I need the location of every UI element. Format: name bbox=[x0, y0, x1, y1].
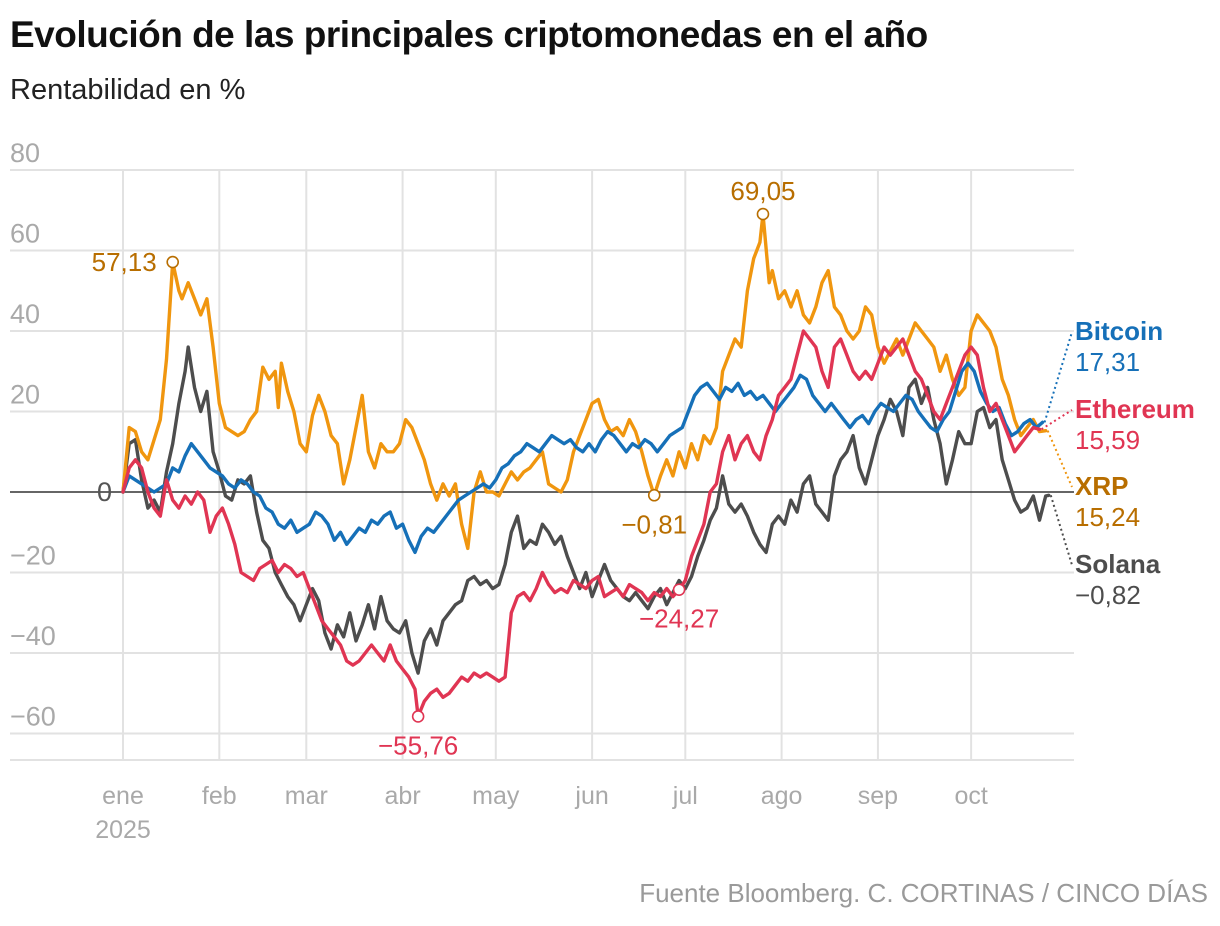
leader-line-bitcoin bbox=[1043, 331, 1073, 423]
x-tick-label-oct: oct bbox=[954, 782, 987, 810]
series-name-ethereum: Ethereum bbox=[1075, 394, 1195, 424]
chart-subtitle: Rentabilidad en % bbox=[10, 74, 246, 106]
y-tick-label: 40 bbox=[10, 299, 40, 329]
y-tick-label: −40 bbox=[10, 621, 56, 651]
x-tick-label-feb: feb bbox=[202, 782, 237, 810]
series-end-value-bitcoin: 17,31 bbox=[1075, 347, 1140, 377]
annotation-label: 69,05 bbox=[730, 176, 795, 206]
axes: ene 2025 feb mar abr may jun jul ago sep oct 80 60 40… bbox=[10, 138, 1074, 844]
series-name-solana: Solana bbox=[1075, 549, 1161, 579]
leader-line-xrp bbox=[1046, 430, 1073, 488]
series-lines bbox=[121, 212, 1051, 719]
annotations: 57,13 69,05 −0,81 −55,76 −24,27 bbox=[92, 176, 796, 760]
source-credit: Fuente Bloomberg. C. CORTINAS / CINCO DÍ… bbox=[639, 878, 1208, 908]
annotation-label: 57,13 bbox=[92, 247, 157, 277]
series-end-value-xrp: 15,24 bbox=[1075, 502, 1140, 532]
y-tick-label: 80 bbox=[10, 138, 40, 168]
x-tick-label-mar: mar bbox=[285, 782, 328, 810]
x-tick-label-abr: abr bbox=[385, 782, 421, 810]
x-tick-label-jul: jul bbox=[672, 782, 698, 810]
x-tick-label-sep: sep bbox=[858, 782, 898, 810]
x-tick-year-label: 2025 bbox=[95, 816, 151, 844]
chart-title: Evolución de las principales criptomoned… bbox=[10, 14, 928, 55]
series-end-value-solana: −0,82 bbox=[1075, 580, 1141, 610]
annotation-marker-ethereum bbox=[411, 710, 425, 723]
y-tick-label: 60 bbox=[10, 219, 40, 249]
x-tick-label-ene: ene bbox=[102, 782, 144, 810]
series-line-bitcoin bbox=[121, 361, 1045, 555]
series-line-ethereum bbox=[121, 329, 1042, 719]
y-tick-label: −20 bbox=[10, 541, 56, 571]
zero-label: 0 bbox=[97, 477, 112, 507]
x-tick-label-ago: ago bbox=[761, 782, 803, 810]
annotation-label: −24,27 bbox=[639, 604, 719, 634]
x-tick-label-jun: jun bbox=[574, 782, 608, 810]
leader-line-ethereum bbox=[1040, 409, 1073, 431]
annotation-label: −0,81 bbox=[621, 509, 687, 539]
annotation-marker-xrp bbox=[647, 488, 661, 502]
series-name-xrp: XRP bbox=[1075, 471, 1128, 501]
leader-line-solana bbox=[1049, 495, 1073, 566]
y-tick-label: 20 bbox=[10, 380, 40, 410]
annotation-marker-xrp bbox=[756, 207, 770, 221]
x-tick-label-may: may bbox=[472, 782, 520, 810]
series-name-bitcoin: Bitcoin bbox=[1075, 316, 1163, 346]
annotation-marker-xrp bbox=[166, 255, 180, 269]
series-end-value-ethereum: 15,59 bbox=[1075, 425, 1140, 455]
annotation-label: −55,76 bbox=[378, 730, 458, 760]
y-tick-label: −60 bbox=[10, 702, 56, 732]
series-line-solana bbox=[121, 345, 1051, 675]
annotation-marker-ethereum bbox=[672, 583, 686, 596]
